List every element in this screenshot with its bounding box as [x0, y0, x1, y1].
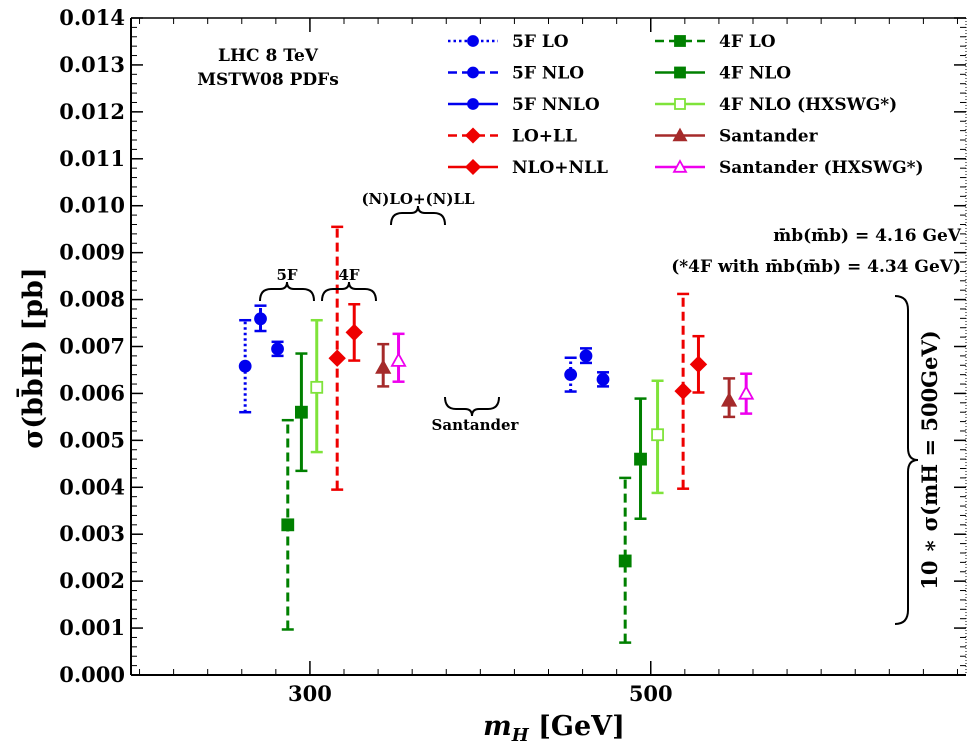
x-axis-title-symbol: m [483, 711, 512, 742]
legend-label: 4F NLO [719, 64, 791, 84]
legend-label: NLO+NLL [512, 158, 608, 178]
brace-label-4f: 4F [338, 266, 359, 284]
y-tick-label: 0.012 [59, 99, 125, 124]
axes [130, 17, 967, 676]
data-point [390, 352, 407, 367]
y-tick-label: 0.004 [59, 474, 125, 499]
y-tick-label: 0.009 [59, 240, 125, 265]
brace-label-right: 10 ∗ σ(mH = 500GeV) [917, 330, 942, 589]
y-tick-label: 0.010 [59, 193, 125, 218]
legend: 5F LO 5F NLO 5F NNLO LO+LL NLO+NLL 4F LO 4F NL… [448, 32, 924, 178]
data-point [345, 323, 363, 342]
legend-label: 5F NLO [512, 64, 584, 84]
data-point [328, 349, 346, 367]
y-tick-label: 0.002 [59, 568, 125, 593]
y-axis-title: σ(bb̄H) [pb] [15, 267, 49, 448]
y-tick-label: 0.007 [59, 334, 125, 359]
y-tick-label: 0.013 [59, 52, 125, 77]
series-group [345, 303, 708, 394]
data-point [238, 359, 252, 373]
x-axis-title: mH [GeV] [483, 711, 625, 745]
legend-label: Santander (HXSWG*) [719, 158, 924, 178]
data-point [674, 382, 692, 400]
y-tick-label: 0.000 [59, 662, 125, 687]
brace-right [894, 295, 919, 625]
data-point [738, 384, 755, 400]
x-tick-label: 500 [629, 681, 673, 706]
legend-marker [674, 35, 686, 47]
series-group [310, 318, 664, 495]
data-point [596, 372, 610, 386]
data-point [579, 349, 593, 363]
legend-marker [674, 98, 686, 110]
series-group [271, 340, 610, 388]
y-tick-label: 0.014 [59, 5, 125, 30]
series [238, 225, 755, 644]
series-group [281, 418, 632, 644]
brace-santander [444, 396, 500, 417]
legend-label: 5F LO [512, 32, 569, 52]
legend-label: LO+LL [512, 127, 577, 147]
legend-label: 5F NNLO [512, 95, 600, 115]
legend-marker [464, 158, 482, 176]
series-group [295, 352, 647, 520]
legend-marker [467, 98, 479, 110]
series-group [254, 304, 593, 365]
y-tick-label: 0.005 [59, 427, 125, 452]
x-tick-label: 300 [288, 681, 332, 706]
lhc-label-line1: LHC 8 TeV [218, 46, 319, 66]
data-point [651, 428, 664, 442]
data-point [618, 554, 632, 568]
legend-marker [672, 127, 688, 142]
legend-marker [464, 127, 482, 144]
y-tick-label: 0.006 [59, 380, 125, 405]
data-point [254, 312, 267, 326]
legend-label: Santander [719, 127, 819, 147]
data-point [375, 359, 392, 374]
series-group [390, 332, 755, 415]
legend-label: 4F LO [719, 32, 776, 52]
y-tick-label: 0.011 [59, 146, 125, 171]
data-point [295, 405, 308, 419]
y-tick-label: 0.008 [59, 287, 125, 312]
series-group [238, 318, 578, 414]
brace-label-5f: 5F [276, 266, 297, 284]
data-point [271, 342, 284, 356]
y-tick-label: 0.001 [59, 615, 125, 640]
mass-annotation-line2: (*4F with m̄b(m̄b) = 4.34 GeV) [671, 257, 961, 277]
legend-label: 4F NLO (HXSWG*) [719, 95, 897, 115]
series-group [375, 342, 738, 419]
data-point [310, 380, 324, 394]
data-point [689, 355, 708, 374]
brace-nlo [390, 205, 446, 226]
brace-label-nlo: (N)LO+(N)LL [361, 190, 475, 208]
legend-marker [467, 35, 479, 47]
brace-label-santander: Santander [432, 416, 520, 434]
series-group [328, 225, 692, 491]
brace-4f [321, 281, 377, 302]
data-point [564, 368, 578, 382]
legend-marker [467, 66, 479, 79]
x-axis-title-subscript: H [511, 725, 530, 745]
data-point [281, 518, 295, 532]
mass-annotation-line1: m̄b(m̄b) = 4.16 GeV [773, 226, 962, 246]
legend-marker [674, 66, 686, 79]
legend-marker [672, 159, 688, 173]
data-point [634, 452, 647, 466]
data-point [721, 392, 738, 407]
y-tick-label: 0.003 [59, 521, 125, 546]
ticks: 0.000 0.001 0.002 0.003 0.004 0.005 0.006 0.007… [59, 5, 966, 706]
lhc-label-line2: MSTW08 PDFs [197, 70, 339, 90]
x-axis-title-unit: [GeV] [529, 711, 625, 742]
brace-5f [259, 281, 315, 302]
